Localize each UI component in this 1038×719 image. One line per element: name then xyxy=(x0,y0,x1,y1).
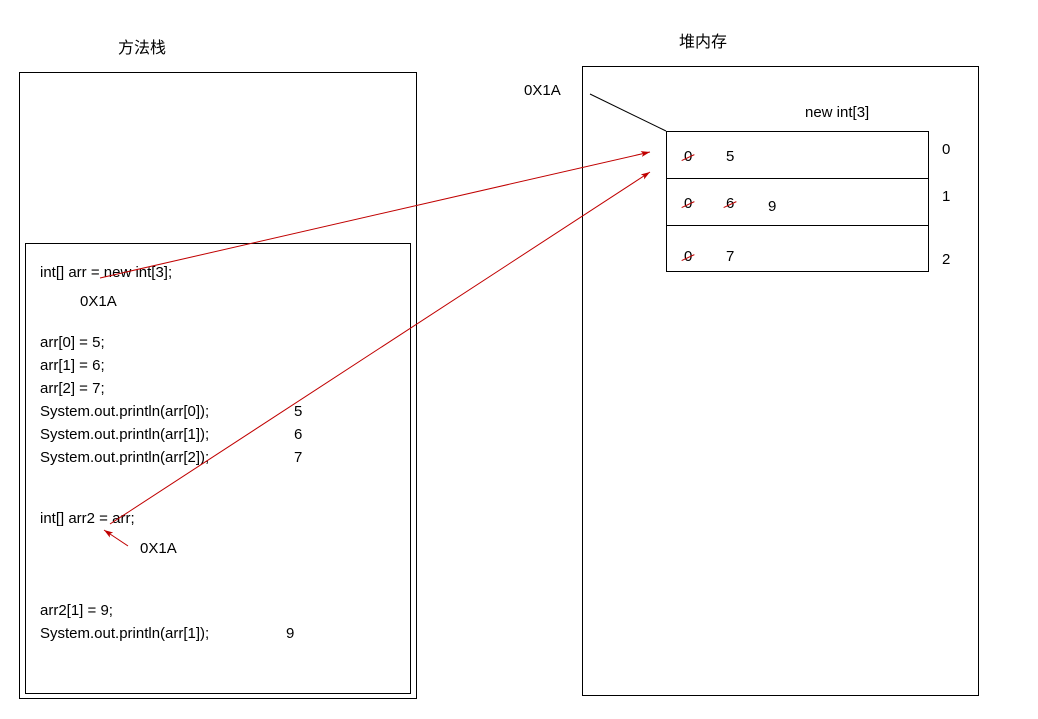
stack-addr-2: 0X1A xyxy=(140,540,177,557)
code-print-2: System.out.println(arr[2]); xyxy=(40,449,209,466)
heap-array-label: new int[3] xyxy=(805,104,869,121)
output-1: 6 xyxy=(294,426,302,443)
cell-1-new: 9 xyxy=(768,198,776,215)
heap-addr-label: 0X1A xyxy=(524,82,561,99)
cell-1-old2: 6 xyxy=(726,195,734,212)
code-assign-0: arr[0] = 5; xyxy=(40,334,105,351)
code-print-1: System.out.println(arr[1]); xyxy=(40,426,209,443)
cell-2-old: 0 xyxy=(684,248,692,265)
cell-0-old: 0 xyxy=(684,148,692,165)
heap-array-box xyxy=(666,131,929,272)
cell-1-old: 0 xyxy=(684,195,692,212)
code-print-0: System.out.println(arr[0]); xyxy=(40,403,209,420)
cell-2-new: 7 xyxy=(726,248,734,265)
output-2: 7 xyxy=(294,449,302,466)
code-assign-arr2-1: arr2[1] = 9; xyxy=(40,602,113,619)
stack-addr-1: 0X1A xyxy=(80,293,117,310)
code-print-last: System.out.println(arr[1]); xyxy=(40,625,209,642)
idx-0: 0 xyxy=(942,141,950,158)
array-cell-1 xyxy=(667,179,928,226)
heap-title: 堆内存 xyxy=(679,28,727,52)
cell-0-new: 5 xyxy=(726,148,734,165)
idx-2: 2 xyxy=(942,251,950,268)
code-assign-2: arr[2] = 7; xyxy=(40,380,105,397)
idx-1: 1 xyxy=(942,188,950,205)
array-cell-2 xyxy=(667,226,928,273)
stack-title: 方法栈 xyxy=(118,34,166,58)
code-declare-arr: int[] arr = new int[3]; xyxy=(40,264,172,281)
output-0: 5 xyxy=(294,403,302,420)
output-last: 9 xyxy=(286,625,294,642)
array-cell-0 xyxy=(667,132,928,179)
code-assign-1: arr[1] = 6; xyxy=(40,357,105,374)
code-declare-arr2: int[] arr2 = arr; xyxy=(40,510,135,527)
